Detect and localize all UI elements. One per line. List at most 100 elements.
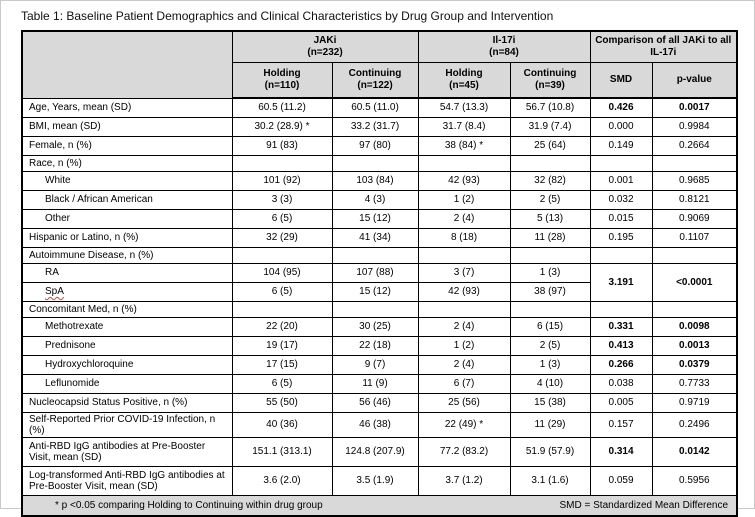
cell-value: 101 (92) xyxy=(231,170,333,191)
row-label: SpA xyxy=(21,281,233,302)
cell-pvalue xyxy=(651,154,738,172)
corner-cell xyxy=(21,30,233,99)
cell-value: 56.7 (10.8) xyxy=(509,97,591,118)
subcol-n: (n=110) xyxy=(264,79,300,91)
cell-value: 15 (12) xyxy=(331,281,419,302)
subcol-n: (n=122) xyxy=(357,79,393,91)
cell-value: 6 (5) xyxy=(231,373,333,394)
cell-pvalue: 0.0379 xyxy=(651,354,738,375)
cell-value xyxy=(417,246,511,264)
cell-value: 56 (46) xyxy=(331,392,419,413)
cell-value xyxy=(331,300,419,318)
cell-value: 6 (5) xyxy=(231,281,333,302)
cell-pvalue: 0.2496 xyxy=(651,411,738,438)
cell-value: 3.1 (1.6) xyxy=(509,465,591,496)
row-label: Autoimmune Disease, n (%) xyxy=(21,246,233,264)
row-label: BMI, mean (SD) xyxy=(21,116,233,137)
header-subcol-jaki-continuing: Continuing (n=122) xyxy=(331,61,419,99)
group-n: (n=84) xyxy=(489,46,519,58)
row-label: White xyxy=(21,170,233,191)
subcol-name: Continuing xyxy=(523,67,577,79)
cell-value xyxy=(509,154,591,172)
header-group-row: JAKi (n=232) Il-17i (n=84) Comparison of… xyxy=(21,30,738,99)
cell-smd: 0.266 xyxy=(589,354,653,375)
subcol-name: Holding xyxy=(263,67,301,79)
cell-value: 91 (83) xyxy=(231,135,333,156)
cell-pvalue: 0.1107 xyxy=(651,227,738,248)
cell-smd: 0.005 xyxy=(589,392,653,413)
cell-smd xyxy=(589,246,653,264)
table-row: Prednisone 19 (17) 22 (18) 1 (2) 2 (5) 0.413 0… xyxy=(21,335,738,356)
cell-value xyxy=(417,300,511,318)
cell-pvalue: 0.0098 xyxy=(651,316,738,337)
cell-value: 15 (38) xyxy=(509,392,591,413)
cell-value: 2 (4) xyxy=(417,316,511,337)
table-body: Age, Years, mean (SD) 60.5 (11.2) 60.5 (11… xyxy=(21,97,738,496)
cell-pvalue: 0.9069 xyxy=(651,208,738,229)
cell-value: 22 (20) xyxy=(231,316,333,337)
cell-value: 33.2 (31.7) xyxy=(331,116,419,137)
header-subcol-il17i-continuing: Continuing (n=39) xyxy=(509,61,591,99)
cell-value: 32 (29) xyxy=(231,227,333,248)
table-row: Race, n (%) xyxy=(21,154,738,172)
row-label: Methotrexate xyxy=(21,316,233,337)
table-row: Age, Years, mean (SD) 60.5 (11.2) 60.5 (11… xyxy=(21,97,738,118)
table-row: Autoimmune Disease, n (%) xyxy=(21,246,738,264)
header-subcol-pvalue: p-value xyxy=(651,61,738,99)
cell-pvalue xyxy=(651,300,738,318)
header-subcol-smd: SMD xyxy=(589,61,653,99)
cell-value: 103 (84) xyxy=(331,170,419,191)
cell-value: 124.8 (207.9) xyxy=(331,436,419,467)
row-label: Hydroxychloroquine xyxy=(21,354,233,375)
cell-smd: 0.426 xyxy=(589,97,653,118)
cell-value: 5 (13) xyxy=(509,208,591,229)
cell-value: 1 (3) xyxy=(509,262,591,283)
table-row: RA 104 (95) 107 (88) 3 (7) 1 (3) 3.191 <0.0001 xyxy=(21,262,738,302)
cell-value: 46 (38) xyxy=(331,411,419,438)
subcol-name: p-value xyxy=(676,73,712,85)
table-row: Self-Reported Prior COVID-19 Infection, … xyxy=(21,411,738,438)
cell-smd: 0.059 xyxy=(589,465,653,496)
cell-pvalue xyxy=(651,246,738,264)
cell-value: 1 (3) xyxy=(509,354,591,375)
cell-value: 2 (4) xyxy=(417,208,511,229)
group-name: JAKi xyxy=(313,34,337,46)
cell-value xyxy=(231,246,333,264)
cell-smd: 0.195 xyxy=(589,227,653,248)
table-row: Leflunomide 6 (5) 11 (9) 6 (7) 4 (10) 0.038 0.… xyxy=(21,373,738,394)
footnote-cell: * p <0.05 comparing Holding to Continuin… xyxy=(21,494,738,517)
subcol-name: SMD xyxy=(609,73,633,85)
cell-value: 2 (5) xyxy=(509,335,591,356)
cell-value: 2 (4) xyxy=(417,354,511,375)
subcol-n: (n=45) xyxy=(449,79,479,91)
cell-value: 11 (29) xyxy=(509,411,591,438)
footnote-significance: * p <0.05 comparing Holding to Continuin… xyxy=(55,499,323,511)
cell-pvalue: <0.0001 xyxy=(651,262,738,302)
cell-smd: 0.331 xyxy=(589,316,653,337)
cell-pvalue: 0.7733 xyxy=(651,373,738,394)
cell-value: 42 (93) xyxy=(417,281,511,302)
row-label: Leflunomide xyxy=(21,373,233,394)
cell-value: 151.1 (313.1) xyxy=(231,436,333,467)
row-label: Hispanic or Latino, n (%) xyxy=(21,227,233,248)
cell-smd: 0.000 xyxy=(589,116,653,137)
row-label: Anti-RBD IgG antibodies at Pre-Booster V… xyxy=(21,436,233,467)
cell-smd: 0.001 xyxy=(589,170,653,191)
header-group-jaki: JAKi (n=232) xyxy=(231,30,419,63)
table-row: Hydroxychloroquine 17 (15) 9 (7) 2 (4) 1 (3)… xyxy=(21,354,738,375)
table-row: Hispanic or Latino, n (%) 32 (29) 41 (34) 8… xyxy=(21,227,738,248)
cell-value xyxy=(509,246,591,264)
cell-smd xyxy=(589,154,653,172)
cell-value: 60.5 (11.0) xyxy=(331,97,419,118)
header-group-il17i: Il-17i (n=84) xyxy=(417,30,591,63)
cell-pvalue: 0.2664 xyxy=(651,135,738,156)
cell-value: 8 (18) xyxy=(417,227,511,248)
cell-pvalue: 0.9685 xyxy=(651,170,738,191)
table-row: Other 6 (5) 15 (12) 2 (4) 5 (13) 0.015 0.9069 xyxy=(21,208,738,229)
cell-smd: 0.413 xyxy=(589,335,653,356)
cell-pvalue: 0.9984 xyxy=(651,116,738,137)
cell-value: 4 (10) xyxy=(509,373,591,394)
cell-value: 38 (84) * xyxy=(417,135,511,156)
cell-value: 3.5 (1.9) xyxy=(331,465,419,496)
